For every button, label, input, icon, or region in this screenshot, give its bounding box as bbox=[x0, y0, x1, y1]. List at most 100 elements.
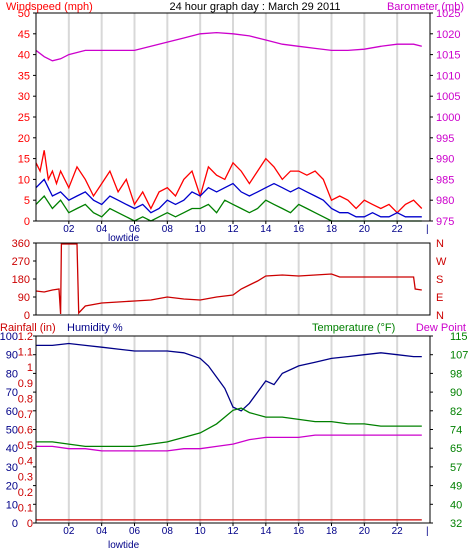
chart-title: 24 hour graph day : March 29 2011 bbox=[169, 1, 340, 13]
rainfall-y-tick-label: 0.3 bbox=[18, 471, 33, 483]
temp-y-tick-label: 57 bbox=[450, 462, 462, 474]
panel1-x-tick-label: 08 bbox=[162, 224, 174, 235]
temp-y-tick-label: 40 bbox=[450, 499, 462, 511]
rainfall-y-tick-label: 1 bbox=[27, 362, 33, 374]
baro-y-tick-label: 990 bbox=[436, 154, 454, 166]
humidity-y-tick-label: 10 bbox=[6, 499, 18, 511]
temp-y-tick-label: 115 bbox=[450, 331, 468, 343]
baro-y-tick-label: 1005 bbox=[436, 91, 460, 103]
humidity-y-tick-label: 30 bbox=[6, 462, 18, 474]
rainfall-y-tick-label: 0.1 bbox=[18, 502, 33, 514]
panel3-x-tick-label: 16 bbox=[293, 526, 305, 537]
windspeed-axis-label: Windspeed (mph) bbox=[6, 1, 93, 13]
dir-compass-label: N bbox=[436, 238, 444, 250]
panel1-x-tick-label: 14 bbox=[260, 224, 272, 235]
baro-y-tick-label: 985 bbox=[436, 174, 454, 186]
baro-y-tick-label: 1020 bbox=[436, 29, 460, 41]
humidity-y-tick-label: 80 bbox=[6, 368, 18, 380]
humidity-y-tick-label: 70 bbox=[6, 387, 18, 399]
panel3-x-end-mark: | bbox=[426, 526, 429, 537]
rainfall-y-tick-label: 1.1 bbox=[18, 347, 33, 359]
temp-y-tick-label: 74 bbox=[450, 425, 462, 437]
rainfall-y-tick-label: 0.2 bbox=[18, 487, 33, 499]
wind-y-tick-label: 40 bbox=[18, 50, 30, 62]
wind-y-tick-label: 0 bbox=[24, 216, 30, 228]
dir-compass-label: S bbox=[436, 274, 443, 286]
dir-y-tick-label: 270 bbox=[12, 256, 30, 268]
temp-y-tick-label: 32 bbox=[450, 518, 462, 530]
series-windspeed bbox=[35, 178, 422, 218]
panel3-x-tick-label: 14 bbox=[260, 526, 272, 537]
series-dewpoint bbox=[36, 434, 422, 452]
panel1-x-tick-label: 10 bbox=[195, 224, 207, 235]
humidity-y-tick-label: 40 bbox=[6, 443, 18, 455]
temp-y-tick-label: 82 bbox=[450, 406, 462, 418]
panel1-x-tick-label: 22 bbox=[392, 224, 404, 235]
wind-y-tick-label: 25 bbox=[18, 112, 30, 124]
dir-y-tick-label: 90 bbox=[18, 292, 30, 304]
panel3-x-tick-label: 06 bbox=[129, 526, 141, 537]
wind-y-tick-label: 50 bbox=[18, 8, 30, 20]
panel1-x-tick-label: 02 bbox=[63, 224, 75, 235]
wind-y-tick-label: 20 bbox=[18, 133, 30, 145]
series-temperature bbox=[36, 407, 422, 448]
humidity-y-tick-label: 100 bbox=[0, 331, 18, 343]
baro-y-tick-label: 1010 bbox=[436, 70, 460, 82]
series-barometer bbox=[35, 31, 422, 62]
baro-y-tick-label: 1000 bbox=[436, 112, 460, 124]
humidity-y-tick-label: 0 bbox=[12, 518, 18, 530]
dewpoint-axis-label: Dew Point bbox=[416, 322, 466, 334]
rainfall-y-tick-label: 0.4 bbox=[18, 456, 33, 468]
rainfall-y-tick-label: 0 bbox=[27, 518, 33, 530]
rainfall-y-tick-label: 0.6 bbox=[18, 425, 33, 437]
humidity-axis-label: Humidity % bbox=[67, 322, 123, 334]
temp-y-tick-label: 49 bbox=[450, 481, 462, 493]
dir-y-tick-label: 0 bbox=[24, 310, 30, 322]
rainfall-y-tick-label: 1.2 bbox=[18, 331, 33, 343]
wind-y-tick-label: 10 bbox=[18, 174, 30, 186]
panel3-x-tick-label: 12 bbox=[227, 526, 239, 537]
panel3-x-tick-label: 04 bbox=[96, 526, 108, 537]
temp-y-tick-label: 107 bbox=[450, 350, 468, 362]
wind-y-tick-label: 15 bbox=[18, 154, 30, 166]
baro-y-tick-label: 995 bbox=[436, 133, 454, 145]
humidity-y-tick-label: 50 bbox=[6, 425, 18, 437]
panel1-x-tick-label: 04 bbox=[96, 224, 108, 235]
dir-compass-label: E bbox=[436, 292, 443, 304]
dir-compass-label: W bbox=[436, 256, 447, 268]
dir-y-tick-label: 360 bbox=[12, 238, 30, 250]
rainfall-axis-label: Rainfall (in) bbox=[0, 322, 56, 334]
panel1-x-tick-label: 16 bbox=[293, 224, 305, 235]
humidity-y-tick-label: 90 bbox=[6, 350, 18, 362]
humidity-y-tick-label: 60 bbox=[6, 406, 18, 418]
lowtide-annotation-top: lowtide bbox=[108, 233, 140, 244]
baro-y-tick-label: 1025 bbox=[436, 8, 460, 20]
humidity-y-tick-label: 20 bbox=[6, 481, 18, 493]
series-gust bbox=[35, 150, 423, 214]
rainfall-y-tick-label: 0.7 bbox=[18, 409, 33, 421]
lowtide-annotation-bottom: lowtide bbox=[108, 540, 140, 551]
panel3-x-tick-label: 10 bbox=[195, 526, 207, 537]
panel3-x-tick-label: 08 bbox=[162, 526, 174, 537]
series-direction bbox=[35, 243, 422, 315]
temp-y-tick-label: 65 bbox=[450, 443, 462, 455]
dir-compass-label: N bbox=[436, 310, 444, 322]
panel3-x-tick-label: 20 bbox=[359, 526, 371, 537]
baro-y-tick-label: 980 bbox=[436, 195, 454, 207]
temp-y-tick-label: 98 bbox=[450, 368, 462, 380]
wind-y-tick-label: 35 bbox=[18, 70, 30, 82]
chart-marks: 0510152025303540455097598098599099510001… bbox=[0, 8, 468, 537]
rainfall-y-tick-label: 0.9 bbox=[18, 378, 33, 390]
rainfall-y-tick-label: 0.8 bbox=[18, 393, 33, 405]
wind-y-tick-label: 30 bbox=[18, 91, 30, 103]
panel3-x-tick-label: 02 bbox=[63, 526, 75, 537]
panel1-x-tick-label: 06 bbox=[129, 224, 141, 235]
baro-y-tick-label: 975 bbox=[436, 216, 454, 228]
panel1-x-end-mark: | bbox=[426, 224, 429, 235]
wind-y-tick-label: 45 bbox=[18, 29, 30, 41]
dir-y-tick-label: 180 bbox=[12, 274, 30, 286]
temp-y-tick-label: 90 bbox=[450, 387, 462, 399]
panel3-x-tick-label: 18 bbox=[326, 526, 338, 537]
